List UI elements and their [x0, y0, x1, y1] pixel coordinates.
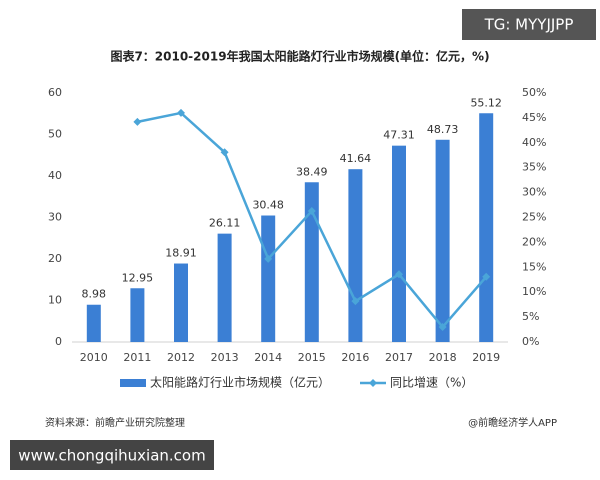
y2-tick-label: 25% [522, 211, 546, 224]
bar [261, 215, 276, 342]
data-label: 41.64 [340, 152, 372, 165]
x-tick-label: 2016 [341, 351, 369, 364]
data-label: 18.91 [165, 247, 197, 260]
legend-label: 太阳能路灯行业市场规模（亿元） [150, 375, 330, 390]
source-note: 资料来源：前瞻产业研究院整理 [45, 416, 185, 429]
x-tick-label: 2015 [298, 351, 326, 364]
bar [217, 233, 232, 342]
y2-tick-label: 20% [522, 235, 546, 248]
bottom-tag: www.chongqihuxian.com [18, 447, 205, 465]
data-label: 26.11 [209, 217, 241, 230]
x-tick-label: 2012 [167, 351, 195, 364]
y-tick-label: 30 [48, 211, 62, 224]
y2-tick-label: 30% [522, 186, 546, 199]
tag-box [10, 440, 214, 470]
y2-tick-label: 10% [522, 285, 546, 298]
y2-tick-label: 0% [522, 335, 539, 348]
legend-label: 同比增速（%） [390, 376, 473, 390]
bar [86, 304, 101, 342]
y-tick-label: 50 [48, 128, 62, 141]
x-tick-label: 2010 [80, 351, 108, 364]
bar [435, 139, 450, 342]
top-tag: TG: MYYJJPP [484, 16, 574, 34]
legend-swatch [369, 379, 377, 387]
y-tick-label: 10 [48, 294, 62, 307]
data-label: 30.48 [252, 199, 284, 212]
line-marker [307, 207, 316, 216]
x-tick-label: 2018 [429, 351, 457, 364]
bar [174, 263, 188, 342]
line-marker [482, 272, 491, 281]
y2-tick-label: 5% [522, 310, 539, 323]
legend-swatch [120, 379, 146, 387]
bar [130, 288, 145, 342]
y2-tick-label: 40% [522, 136, 546, 149]
credit: @前瞻经济学人APP [468, 416, 557, 429]
data-label: 48.73 [427, 123, 459, 136]
x-tick-label: 2011 [123, 351, 151, 364]
line-marker [177, 108, 185, 117]
bar [304, 182, 319, 342]
y2-tick-label: 45% [522, 111, 546, 124]
bar [479, 113, 494, 342]
x-tick-label: 2019 [472, 351, 500, 364]
data-label: 38.49 [296, 165, 328, 178]
tag-box [462, 9, 596, 40]
y2-tick-label: 35% [522, 161, 546, 174]
chart-title: 图表7：2010-2019年我国太阳能路灯行业市场规模(单位：亿元，%) [110, 49, 489, 64]
data-label: 47.31 [383, 129, 415, 142]
y2-tick-label: 50% [522, 86, 546, 99]
line-marker [351, 297, 360, 306]
y-tick-label: 60 [48, 86, 62, 99]
data-label: 8.98 [82, 288, 107, 301]
x-tick-label: 2013 [211, 351, 239, 364]
line-marker [264, 254, 273, 263]
y-tick-label: 0 [55, 335, 62, 348]
data-label: 55.12 [470, 96, 502, 109]
line-marker [133, 117, 142, 126]
bar [392, 145, 406, 342]
data-label: 12.95 [122, 271, 154, 284]
x-tick-label: 2017 [385, 351, 413, 364]
bar [348, 169, 363, 342]
line-marker [438, 323, 447, 332]
y-tick-label: 20 [48, 252, 62, 265]
y-tick-label: 40 [48, 169, 62, 182]
x-tick-label: 2014 [254, 351, 282, 364]
y2-tick-label: 15% [522, 260, 546, 273]
line-marker [395, 270, 403, 279]
line-marker [220, 148, 229, 157]
